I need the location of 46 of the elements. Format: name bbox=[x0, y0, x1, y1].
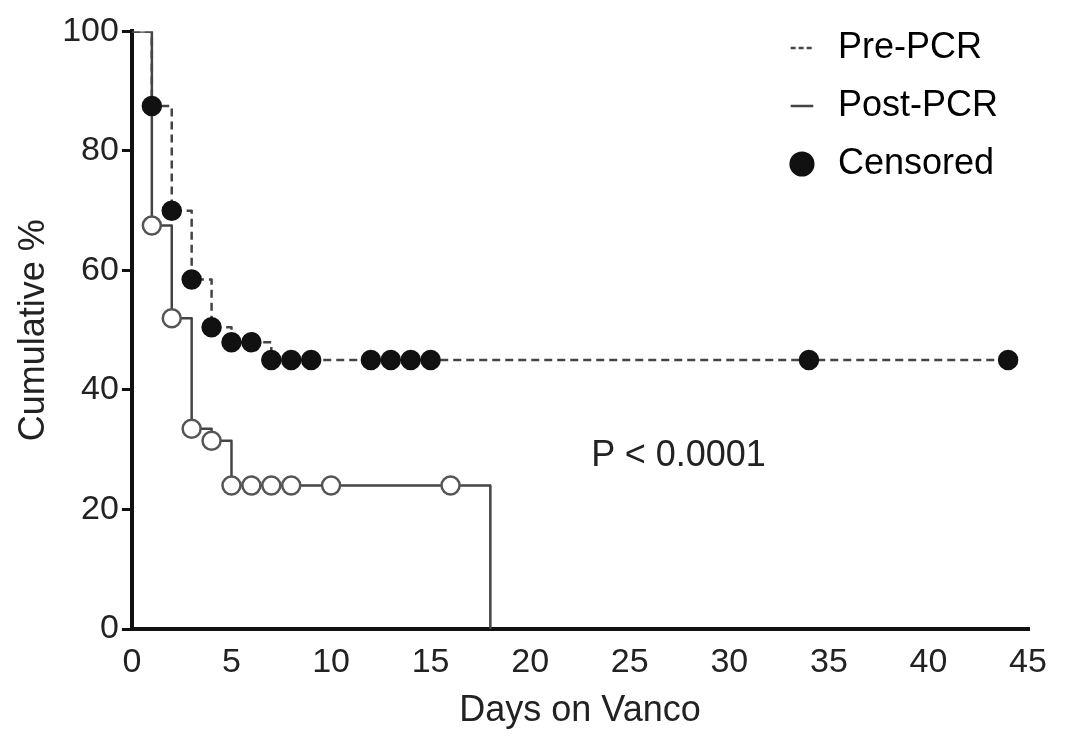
x-tick-label: 10 bbox=[312, 640, 350, 679]
point bbox=[221, 331, 242, 353]
y-axis-title: Cumulative % bbox=[10, 219, 52, 442]
point bbox=[241, 475, 262, 496]
annotation: P < 0.0001 bbox=[591, 432, 766, 474]
point bbox=[380, 349, 402, 371]
point bbox=[360, 349, 382, 371]
legend-label: Censored bbox=[837, 140, 995, 182]
point bbox=[261, 475, 282, 496]
x-tick-label: 40 bbox=[909, 640, 948, 679]
point bbox=[320, 475, 342, 496]
point bbox=[201, 430, 222, 452]
point bbox=[261, 349, 282, 371]
x-tick-label: 35 bbox=[809, 640, 848, 679]
y-tick-label: 80 bbox=[81, 129, 119, 168]
x-tick-label: 5 bbox=[222, 640, 241, 679]
point bbox=[997, 349, 1019, 371]
y-tick-label: 100 bbox=[62, 9, 119, 48]
y-tick-label: 40 bbox=[81, 368, 119, 407]
point bbox=[221, 475, 242, 496]
y-tick-label: 20 bbox=[81, 487, 119, 526]
x-axis-title: Days on Vanco bbox=[459, 688, 701, 730]
point bbox=[181, 418, 202, 440]
x-tick-label: 45 bbox=[1009, 640, 1047, 679]
point bbox=[161, 200, 182, 221]
point bbox=[798, 349, 820, 371]
point bbox=[280, 475, 302, 496]
point bbox=[300, 349, 322, 371]
y-tick-label: 60 bbox=[81, 248, 119, 287]
x-tick-label: 20 bbox=[511, 640, 550, 679]
x-tick-label: 25 bbox=[610, 640, 649, 679]
y-tick-label: 0 bbox=[100, 607, 119, 646]
point bbox=[161, 308, 182, 329]
x-tick-label: 30 bbox=[710, 640, 749, 679]
point bbox=[440, 475, 461, 496]
point bbox=[201, 316, 222, 338]
x-tick-label: 15 bbox=[411, 640, 450, 679]
point bbox=[280, 349, 302, 371]
legend-label: Pre-PCR bbox=[837, 24, 982, 66]
point bbox=[400, 349, 421, 371]
point bbox=[241, 331, 262, 353]
point bbox=[181, 269, 202, 290]
point bbox=[420, 349, 441, 371]
legend-label: Post-PCR bbox=[837, 82, 998, 124]
point bbox=[141, 215, 163, 236]
point bbox=[141, 95, 163, 117]
